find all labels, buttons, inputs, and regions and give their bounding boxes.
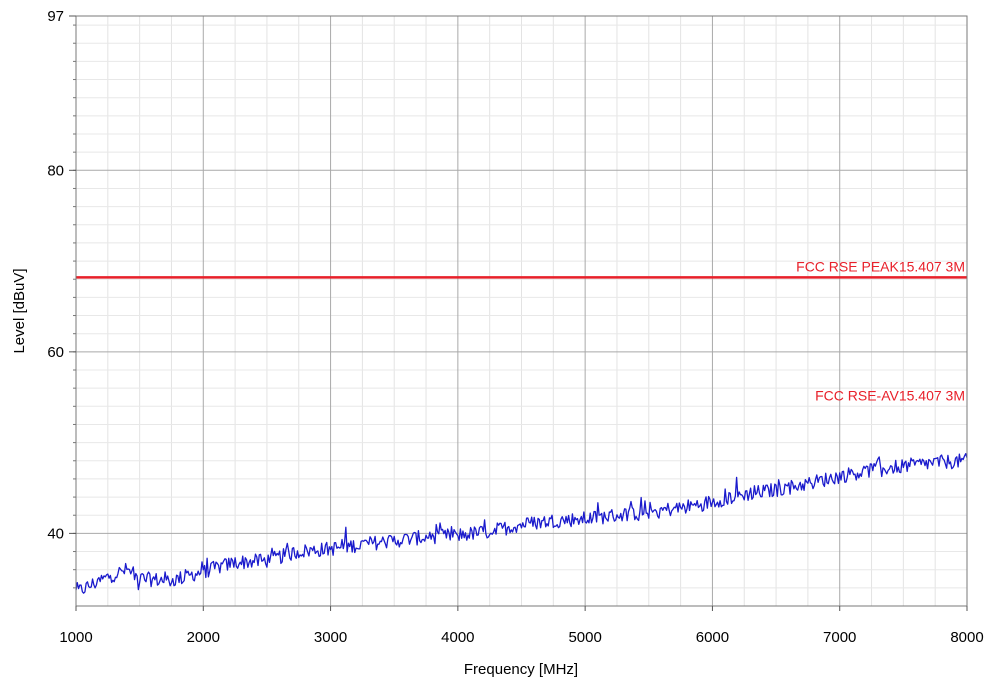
y-axis-ticks: 40 60 80 97	[47, 8, 76, 589]
x-axis-ticks: 1000 2000 3000 4000 5000 6000 7000 8000	[59, 606, 984, 646]
y-tick-label: 60	[47, 344, 64, 361]
x-tick-label: 5000	[568, 629, 601, 646]
x-tick-label: 4000	[441, 629, 474, 646]
y-tick-label: 80	[47, 162, 64, 179]
plot-frame	[75, 15, 968, 607]
y-tick-label: 40	[47, 525, 64, 542]
x-tick-label: 7000	[823, 629, 856, 646]
measurement-trace	[75, 453, 968, 594]
y-tick-label: 97	[47, 8, 64, 25]
x-tick-label: 8000	[950, 629, 983, 646]
x-tick-label: 2000	[187, 629, 220, 646]
limit-label: FCC RSE PEAK15.407 3M	[796, 258, 965, 274]
series-layer	[75, 453, 968, 594]
limit-lines: FCC RSE PEAK15.407 3M FCC RSE-AV15.407 3M	[76, 258, 967, 403]
minor-grid	[76, 16, 967, 606]
major-grid	[76, 16, 967, 606]
x-tick-label: 1000	[59, 629, 92, 646]
limit-label: FCC RSE-AV15.407 3M	[815, 387, 965, 403]
x-tick-label: 6000	[696, 629, 729, 646]
x-tick-label: 3000	[314, 629, 347, 646]
y-axis-title: Level [dBuV]	[11, 268, 28, 353]
x-axis-title: Frequency [MHz]	[464, 661, 578, 678]
